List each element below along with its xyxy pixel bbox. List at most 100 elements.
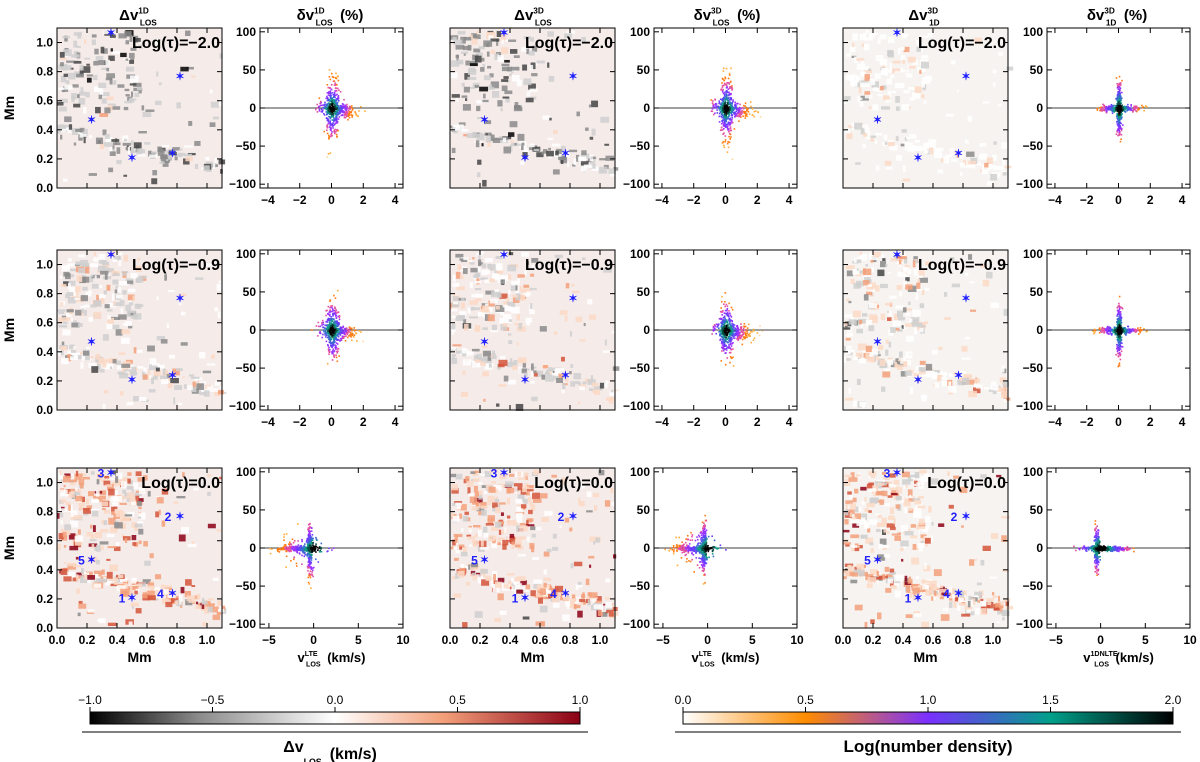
map-structure: [85, 91, 90, 98]
density-point: [740, 326, 743, 328]
scatter-y-tick-label: 0: [249, 323, 256, 337]
density-point: [723, 94, 726, 97]
map-structure: [167, 153, 172, 160]
scatter-y-tick-label: −100: [1016, 177, 1043, 191]
density-point: [1107, 328, 1110, 330]
map-structure: [1002, 159, 1006, 166]
marker-star: ✶: [87, 337, 96, 349]
map-structure: [853, 282, 861, 289]
density-point: [722, 133, 724, 136]
map-structure: [974, 37, 982, 45]
density-point: [1110, 108, 1113, 111]
density-point: [729, 126, 732, 128]
map-structure: [523, 292, 530, 297]
map-structure: [151, 151, 157, 154]
density-point: [326, 333, 328, 335]
density-point: [726, 151, 729, 153]
density-point: [1116, 104, 1118, 107]
density-point: [713, 324, 716, 326]
scatter-x-tick-label: 0: [722, 193, 729, 207]
map-structure: [450, 72, 458, 79]
density-point: [1117, 94, 1120, 96]
map-structure: [899, 351, 903, 358]
density-point: [326, 325, 328, 327]
density-point: [725, 123, 727, 126]
density-point: [332, 122, 335, 124]
density-point: [751, 331, 753, 333]
map-structure: [451, 353, 456, 357]
density-point: [719, 338, 722, 341]
density-point: [728, 115, 731, 117]
density-point: [727, 146, 730, 149]
map-structure: [588, 104, 592, 108]
density-point: [350, 110, 353, 113]
map-structure: [582, 381, 587, 385]
map-structure: [469, 262, 475, 265]
map-structure: [863, 133, 868, 137]
density-point: [340, 109, 343, 112]
density-point: [332, 337, 335, 340]
map-structure: [916, 322, 923, 326]
map-structure: [476, 172, 481, 178]
map-structure: [168, 149, 176, 153]
density-point: [327, 328, 330, 330]
density-point: [728, 312, 731, 315]
map-structure: [88, 290, 93, 293]
density-point: [1112, 108, 1115, 110]
density-point: [726, 112, 729, 115]
density-point: [1126, 109, 1128, 112]
scatter-x-tick-label: 4: [786, 415, 793, 429]
density-point: [1106, 328, 1109, 330]
map-y-axis-label: Mm: [1, 96, 17, 120]
density-point: [729, 337, 732, 339]
map-structure: [579, 386, 586, 390]
density-point: [332, 341, 334, 344]
map-structure: [214, 307, 219, 312]
map-structure: [125, 278, 134, 282]
density-point: [335, 130, 337, 133]
density-point: [331, 310, 333, 313]
density-point: [333, 80, 336, 82]
map-structure: [512, 365, 518, 370]
density-point: [723, 330, 726, 332]
density-point: [725, 347, 728, 350]
density-point: [1119, 92, 1121, 95]
density-point: [351, 334, 354, 337]
map-structure: [992, 69, 997, 74]
density-point: [1120, 317, 1122, 319]
density-point: [753, 110, 756, 113]
map-structure: [956, 154, 960, 158]
density-point: [726, 127, 729, 129]
density-point: [730, 306, 733, 309]
map-structure: [909, 97, 916, 101]
map-structure: [912, 60, 918, 65]
density-point: [326, 362, 329, 365]
map-structure: [907, 145, 915, 153]
map-structure: [59, 275, 63, 279]
density-point: [725, 86, 728, 89]
map-structure: [78, 91, 86, 96]
map-structure: [455, 350, 462, 354]
map-structure: [125, 94, 130, 97]
map-structure: [900, 67, 903, 72]
map-structure: [541, 151, 544, 155]
marker-star: ✶: [561, 370, 570, 382]
map-structure: [491, 324, 497, 331]
map-structure: [124, 88, 130, 92]
density-point: [325, 97, 328, 100]
density-point: [355, 112, 357, 115]
density-point: [746, 109, 748, 111]
scatter-x-tick-label: 4: [392, 193, 399, 207]
map-structure: [114, 252, 123, 256]
map-structure: [888, 341, 892, 348]
marker-star: ✶: [892, 27, 901, 39]
map-structure: [508, 333, 512, 336]
map-structure: [487, 30, 494, 33]
marker-star: ✶: [568, 71, 577, 83]
density-point: [727, 319, 730, 321]
map-structure: [909, 318, 913, 323]
density-point: [334, 110, 336, 113]
map-structure: [174, 385, 183, 391]
map-structure: [516, 79, 522, 87]
density-point: [717, 325, 719, 327]
